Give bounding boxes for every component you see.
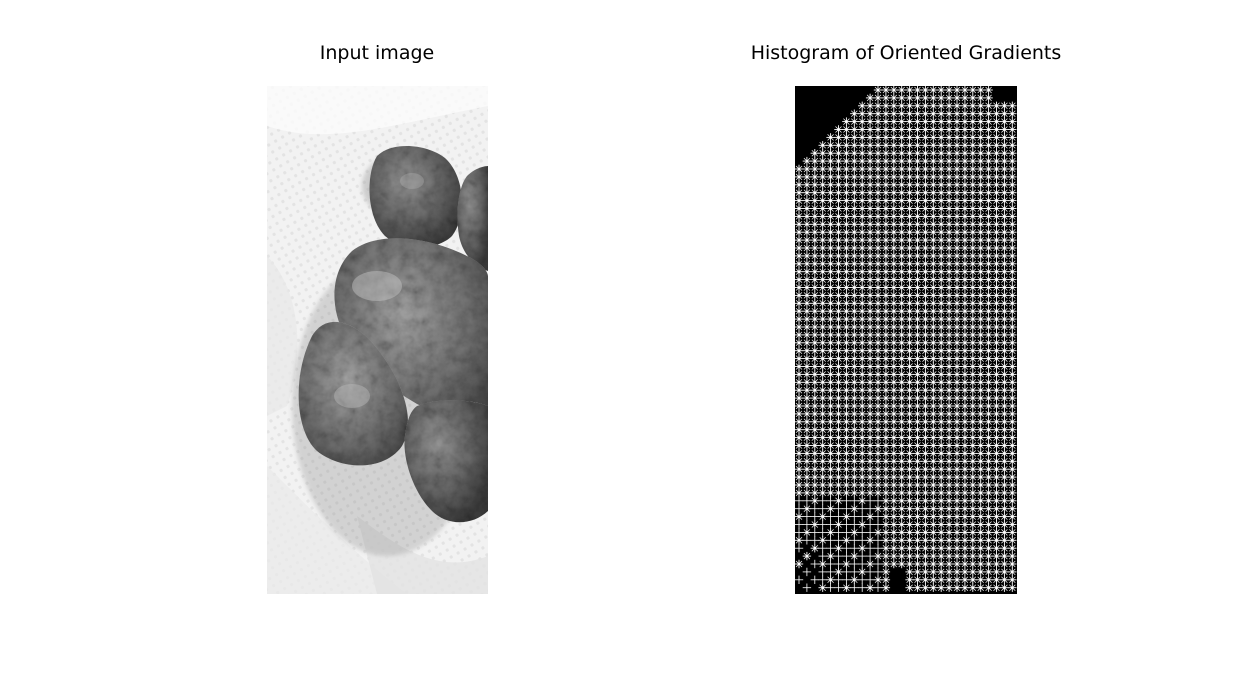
hog-image (795, 86, 1017, 594)
input-image (267, 86, 488, 594)
input-image-title: Input image (319, 42, 435, 64)
hog-title: Histogram of Oriented Gradients (750, 42, 1062, 64)
